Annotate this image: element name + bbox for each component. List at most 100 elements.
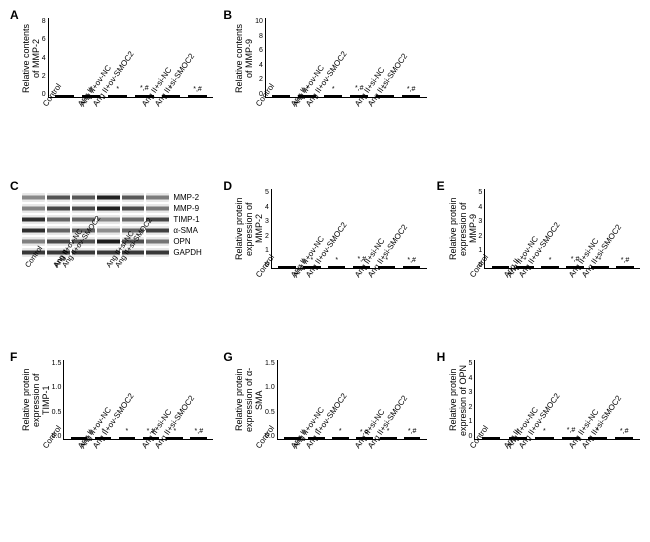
significance-marker: * (116, 428, 137, 435)
bar: * (322, 95, 345, 97)
significance-marker: *,# (400, 86, 423, 93)
panel-B: BRelative contentsof MMP-91086420***,#**… (223, 10, 426, 176)
blot-band (22, 226, 45, 235)
bar-rect (403, 266, 420, 268)
protein-label: TIMP-1 (173, 215, 213, 224)
blot-band (22, 204, 45, 213)
bar-rect (190, 437, 207, 439)
x-labels: ControlAng IIAng II+ov-NCAng II+ov-SMOC2… (437, 440, 640, 518)
blot-band (97, 226, 120, 235)
panel-H: HRelative proteinexpresion of OPN543210*… (437, 352, 640, 518)
blot-band (22, 237, 45, 246)
y-axis-label: Relative proteinexpression of TIMP-1 (22, 360, 52, 440)
significance-marker: *,# (402, 428, 423, 435)
blot-band (122, 204, 145, 213)
bar (270, 95, 293, 97)
protein-label: OPN (173, 237, 213, 246)
panel-G: GRelative proteinexpression of α-SMA1.51… (223, 352, 426, 518)
protein-label: GAPDH (173, 248, 213, 257)
spacer (437, 10, 640, 176)
panel-label: F (10, 350, 17, 364)
y-axis-label: Relative proteinexpression of MMP-9 (449, 189, 479, 269)
x-labels: ControlAng IIAng II+ov-NCAng II+ov-SMOC2… (437, 269, 640, 347)
y-axis-label: Relative proteinexpression of α-SMA (235, 360, 265, 440)
bar-rect (324, 95, 342, 97)
bar: * (533, 437, 557, 439)
blot-band (47, 226, 70, 235)
blot-band (72, 204, 95, 213)
y-axis-label: Relative proteinexpresion of OPN (449, 360, 469, 440)
blot-band (146, 226, 169, 235)
y-ticks: 1086420 (255, 18, 265, 98)
panel-label: E (437, 179, 445, 193)
blot-band (122, 193, 145, 202)
blot-band (72, 193, 95, 202)
bar-rect (482, 437, 501, 439)
panel-label: D (223, 179, 232, 193)
blot-band (47, 215, 70, 224)
blot-band (22, 193, 45, 202)
blot-band (146, 193, 169, 202)
x-labels: ControlAng IIAng II+ov-NCAng II+ov-SMOC2… (10, 98, 213, 176)
bar-rect (55, 95, 74, 97)
bar-rect (108, 95, 127, 97)
bar: *,# (614, 266, 636, 268)
y-axis-label: Relative contentsof MMP-2 (22, 18, 42, 98)
panel-label: B (223, 8, 232, 22)
bar-rect (272, 95, 290, 97)
bar-rect (119, 437, 136, 439)
significance-marker: *,# (614, 257, 636, 264)
bar-rect (404, 437, 421, 439)
significance-marker: * (326, 257, 348, 264)
y-axis-label: Relative proteinexpression of MMP-2 (235, 189, 265, 269)
blot-x-labels: ControlAng IIAng II+ov-NCAng II+ov-SMOC2… (22, 259, 169, 329)
bar: *,# (186, 95, 210, 97)
x-labels: ControlAng IIAng II+ov-NCAng II+ov-SMOC2… (10, 440, 213, 518)
bar: * (116, 437, 137, 439)
protein-label: MMP-9 (173, 204, 213, 213)
x-labels: ControlAng IIAng II+ov-NCAng II+ov-SMOC2… (223, 269, 426, 347)
blot-band (47, 193, 70, 202)
y-axis-label: Relative contentsof MMP-9 (235, 18, 255, 98)
panel-label: A (10, 8, 19, 22)
significance-marker: *,# (188, 428, 209, 435)
protein-label: α-SMA (173, 226, 213, 235)
bar-rect (535, 437, 554, 439)
panel-E: ERelative proteinexpression of MMP-95432… (437, 181, 640, 347)
bar-rect (615, 437, 634, 439)
significance-marker: *,# (612, 428, 636, 435)
panel-label: G (223, 350, 232, 364)
significance-marker: * (330, 428, 351, 435)
significance-marker: *,# (401, 257, 423, 264)
bar-rect (402, 95, 420, 97)
blot-band (97, 204, 120, 213)
panel-A: ARelative contentsof MMP-286420***,#**,#… (10, 10, 213, 176)
bar: *,# (188, 437, 209, 439)
bar: * (330, 437, 351, 439)
protein-label: MMP-2 (173, 193, 213, 202)
panel-F: FRelative proteinexpression of TIMP-11.5… (10, 352, 213, 518)
panel-D: DRelative proteinexpression of MMP-25432… (223, 181, 426, 347)
blot-row: MMP-9 (22, 204, 213, 213)
blot-band (22, 215, 45, 224)
bar: *,# (402, 437, 423, 439)
significance-marker: *,# (186, 86, 210, 93)
bar-rect (541, 266, 558, 268)
x-labels: ControlAng IIAng II+ov-NCAng II+ov-SMOC2… (223, 98, 426, 176)
bar: * (326, 266, 348, 268)
significance-marker: * (539, 257, 561, 264)
panel-label: H (437, 350, 446, 364)
x-labels: ControlAng IIAng II+ov-NCAng II+ov-SMOC2… (223, 440, 426, 518)
panel-C-western-blot: CMMP-2MMP-9TIMP-1α-SMAOPNGAPDHControlAng… (10, 181, 213, 347)
bar: *,# (612, 437, 636, 439)
blot-band (146, 248, 169, 257)
blot-band (146, 204, 169, 213)
blot-band (97, 193, 120, 202)
blot-row: MMP-2 (22, 193, 213, 202)
bar: * (106, 95, 130, 97)
bar-rect (616, 266, 633, 268)
blot-area: MMP-2 MMP-9 TIMP-1 α-SMA OPN GAPDH ControlAng … (22, 193, 213, 329)
bar-rect (188, 95, 207, 97)
bar-rect (332, 437, 349, 439)
bar: *,# (401, 266, 423, 268)
